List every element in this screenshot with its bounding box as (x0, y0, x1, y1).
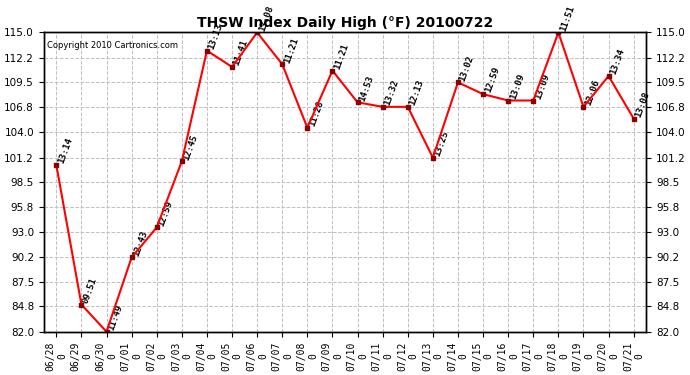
Text: 11:28: 11:28 (307, 99, 325, 128)
Text: 12:43: 12:43 (132, 229, 149, 257)
Text: 13:25: 13:25 (433, 129, 451, 158)
Text: 13:09: 13:09 (533, 72, 551, 100)
Text: 12:13: 12:13 (408, 78, 426, 107)
Text: 12:59: 12:59 (157, 199, 175, 228)
Text: 12:06: 12:06 (584, 78, 601, 107)
Text: 12:59: 12:59 (483, 66, 501, 94)
Text: 11:51: 11:51 (558, 4, 576, 33)
Text: 12:45: 12:45 (182, 133, 199, 161)
Text: 13:13: 13:13 (207, 22, 224, 51)
Text: Copyright 2010 Cartronics.com: Copyright 2010 Cartronics.com (47, 42, 178, 51)
Text: 09:51: 09:51 (81, 276, 99, 304)
Text: 13:02: 13:02 (458, 54, 475, 82)
Text: 13:14: 13:14 (57, 136, 74, 165)
Text: 11:21: 11:21 (333, 42, 350, 70)
Text: 13:08: 13:08 (633, 90, 651, 118)
Text: 13:32: 13:32 (383, 78, 400, 107)
Title: THSW Index Daily High (°F) 20100722: THSW Index Daily High (°F) 20100722 (197, 16, 493, 30)
Text: 14:53: 14:53 (357, 74, 375, 102)
Text: 11:41: 11:41 (232, 39, 250, 67)
Text: 11:49: 11:49 (106, 303, 124, 332)
Text: 11:21: 11:21 (282, 36, 300, 64)
Text: 13:09: 13:09 (508, 72, 526, 100)
Text: 13:34: 13:34 (609, 48, 627, 76)
Text: 13:08: 13:08 (257, 4, 275, 33)
